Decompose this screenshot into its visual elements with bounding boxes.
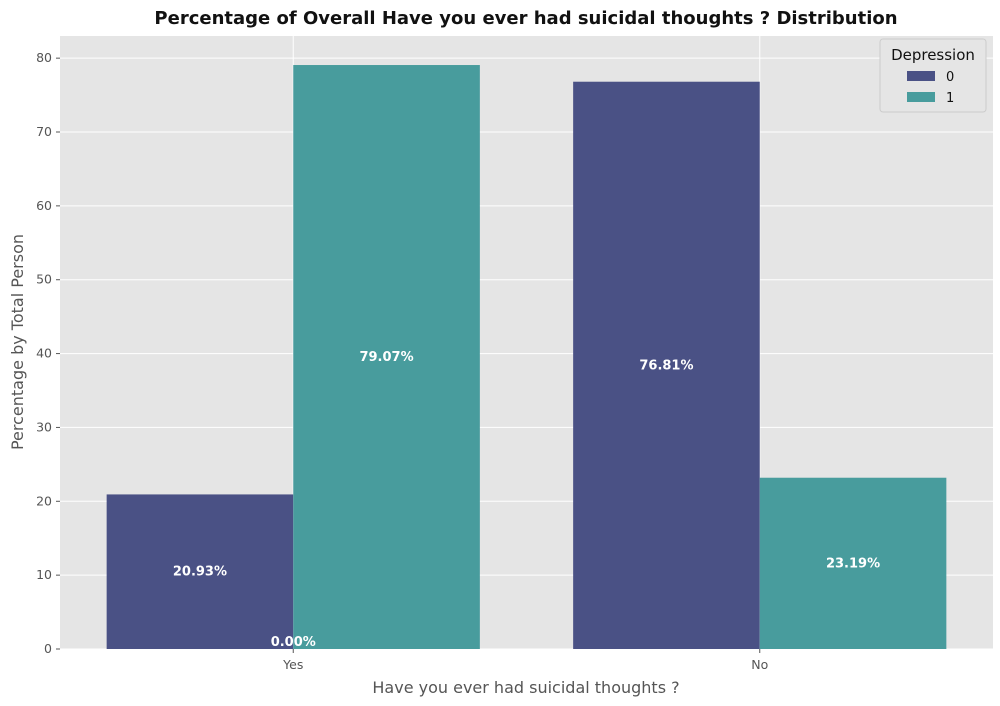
x-tick-label: Yes xyxy=(282,657,303,672)
y-tick-label: 20 xyxy=(36,493,52,508)
bar-0-no xyxy=(573,81,760,650)
legend-swatch-1 xyxy=(907,92,935,102)
bar-value-label: 76.81% xyxy=(639,358,693,373)
legend-swatch-0 xyxy=(907,71,935,81)
chart-title: Percentage of Overall Have you ever had … xyxy=(154,8,897,29)
y-tick-label: 0 xyxy=(44,641,52,656)
y-tick-label: 70 xyxy=(36,124,52,139)
legend: Depression 0 1 xyxy=(879,38,987,113)
bar-value-label: 20.93% xyxy=(173,565,227,580)
axis-ticks: 0 10 20 30 40 50 60 70 80 Yes No xyxy=(36,50,768,672)
y-tick-label: 30 xyxy=(36,419,52,434)
x-tick-label: No xyxy=(751,657,768,672)
bar-value-label: 23.19% xyxy=(826,556,880,571)
y-tick-label: 60 xyxy=(36,198,52,213)
bar-value-label: 79.07% xyxy=(359,350,413,365)
annotation-label: 0.00% xyxy=(271,635,316,650)
bar-labels: 20.93% 79.07% 76.81% 23.19% 0.00% xyxy=(173,350,880,650)
y-tick-label: 50 xyxy=(36,272,52,287)
x-axis-label: Have you ever had suicidal thoughts ? xyxy=(372,678,679,697)
bar-1-yes xyxy=(293,65,480,650)
y-tick-label: 80 xyxy=(36,50,52,65)
legend-title: Depression xyxy=(891,46,975,64)
bar-1-no xyxy=(759,477,947,649)
legend-label-1: 1 xyxy=(946,91,954,106)
y-axis-label: Percentage by Total Person xyxy=(8,234,27,450)
bars xyxy=(106,65,947,650)
y-tick-label: 10 xyxy=(36,567,52,582)
legend-label-0: 0 xyxy=(946,70,954,85)
bar-0-yes xyxy=(106,494,294,649)
y-tick-label: 40 xyxy=(36,346,52,361)
